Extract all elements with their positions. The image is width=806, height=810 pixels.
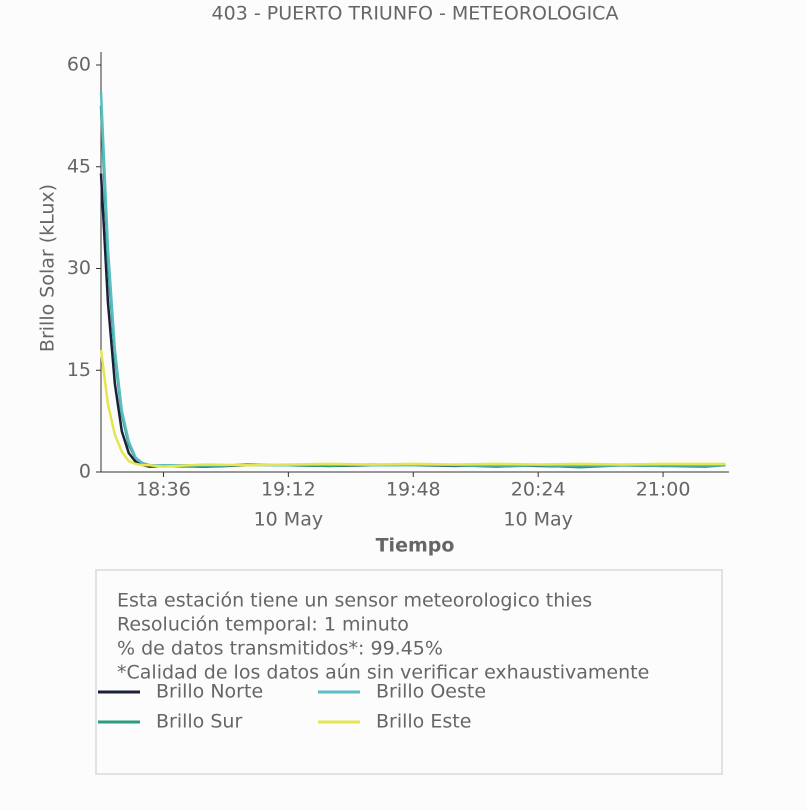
y-tick-label: 30	[67, 257, 91, 279]
y-tick-label: 45	[67, 155, 91, 177]
x-tick-date: 10 May	[503, 509, 573, 531]
x-tick-label: 19:48	[386, 479, 441, 501]
y-tick-label: 60	[67, 54, 91, 76]
legend-label: Brillo Este	[376, 711, 471, 733]
legend-label: Brillo Sur	[156, 711, 242, 733]
x-tick-label: 21:00	[636, 479, 691, 501]
info-text: % de datos transmitidos*: 99.45%	[117, 638, 443, 660]
chart-title: 403 - PUERTO TRIUNFO - METEOROLOGICA	[212, 3, 619, 25]
legend-label: Brillo Oeste	[376, 681, 486, 703]
y-tick-label: 15	[67, 359, 91, 381]
info-text: Esta estación tiene un sensor meteorolog…	[117, 590, 592, 612]
x-tick-label: 18:36	[136, 479, 191, 501]
info-box	[95, 569, 723, 775]
x-tick-date: 10 May	[254, 509, 324, 531]
y-tick-label: 0	[79, 461, 91, 483]
info-text: Resolución temporal: 1 minuto	[117, 614, 409, 636]
series-line	[99, 349, 726, 468]
legend-label: Brillo Norte	[156, 681, 263, 703]
info-text: *Calidad de los datos aún sin verificar …	[117, 662, 649, 684]
x-tick-label: 19:12	[261, 479, 316, 501]
x-axis-label: Tiempo	[376, 535, 455, 557]
x-tick-label: 20:24	[511, 479, 566, 501]
y-axis-label: Brillo Solar (kLux)	[37, 184, 59, 352]
